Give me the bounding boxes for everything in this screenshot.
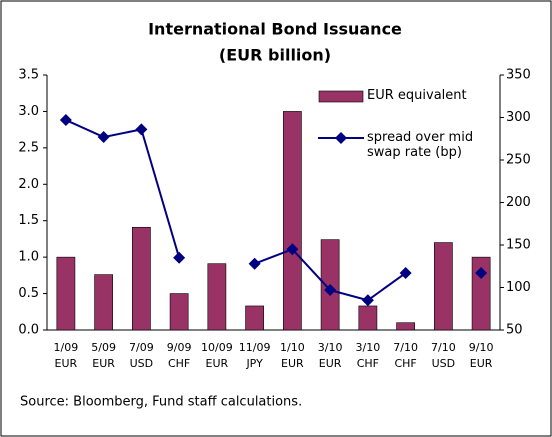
marker xyxy=(135,123,148,136)
bar xyxy=(56,256,76,331)
x-tick-label: USD xyxy=(130,357,154,370)
bar xyxy=(396,322,415,331)
x-tick-label: CHF xyxy=(394,357,416,370)
y2-tick-label: 300 xyxy=(506,110,531,125)
x-tick-label: EUR xyxy=(92,357,115,370)
chart-title: International Bond Issuance xyxy=(148,20,402,39)
x-tick-label: EUR xyxy=(206,357,229,370)
x-tick-label: 7/09 xyxy=(129,341,154,354)
marker xyxy=(173,251,186,264)
y-tick-label: 3.5 xyxy=(18,68,39,83)
source-note: Source: Bloomberg, Fund staff calculatio… xyxy=(20,395,302,410)
chart-subtitle: (EUR billion) xyxy=(219,46,331,65)
bar xyxy=(283,111,302,331)
x-tick-label: JPY xyxy=(245,357,263,370)
x-tick-label: 11/09 xyxy=(239,341,271,354)
x-tick-label: EUR xyxy=(470,357,493,370)
x-tick-label: 1/09 xyxy=(54,341,79,354)
x-tick-label: USD xyxy=(432,357,456,370)
legend-label: spread over mid swap rate (bp) xyxy=(367,130,474,160)
legend-swatch-bar xyxy=(318,90,364,103)
x-tick-label: 7/10 xyxy=(431,341,456,354)
marker xyxy=(324,284,337,297)
legend-swatch xyxy=(318,90,364,103)
y2-tick-label: 50 xyxy=(506,323,523,338)
legend-item: spread over mid swap rate (bp) xyxy=(318,130,503,160)
y2-tick-label: 250 xyxy=(506,153,531,168)
marker xyxy=(97,131,110,144)
bar xyxy=(207,263,227,331)
y2-tick-label: 150 xyxy=(506,238,531,253)
marker xyxy=(399,267,412,280)
bar xyxy=(132,226,151,331)
bar xyxy=(434,242,453,331)
y2-tick-label: 100 xyxy=(506,280,531,295)
x-tick-label: 3/10 xyxy=(356,341,381,354)
x-tick-label: 3/10 xyxy=(318,341,343,354)
bar xyxy=(94,274,113,331)
bar xyxy=(169,293,189,331)
x-tick-label: EUR xyxy=(281,357,304,370)
x-tick-label: 5/09 xyxy=(91,341,116,354)
x-tick-label: 7/10 xyxy=(393,341,418,354)
y-tick-label: 0.0 xyxy=(18,323,39,338)
y-tick-label: 1.0 xyxy=(18,250,39,265)
x-tick-label: CHF xyxy=(168,357,190,370)
y-tick-label: 1.5 xyxy=(18,213,39,228)
y2-tick-label: 350 xyxy=(506,68,531,83)
y-tick-label: 2.5 xyxy=(18,140,39,155)
bar xyxy=(245,305,264,331)
x-tick-label: 9/10 xyxy=(469,341,494,354)
x-tick-label: 1/10 xyxy=(280,341,305,354)
y2-tick-label: 200 xyxy=(506,195,531,210)
x-tick-label: 10/09 xyxy=(201,341,233,354)
marker xyxy=(475,267,488,280)
x-tick-label: 9/09 xyxy=(167,341,192,354)
legend-label: EUR equivalent xyxy=(367,88,467,103)
legend-item: EUR equivalent xyxy=(318,88,503,104)
y-tick-label: 3.0 xyxy=(18,104,39,119)
legend-swatch xyxy=(318,132,364,144)
x-tick-label: EUR xyxy=(319,357,342,370)
y-tick-label: 0.5 xyxy=(18,286,39,301)
marker xyxy=(59,114,72,127)
bar xyxy=(358,305,378,331)
x-tick-label: CHF xyxy=(357,357,379,370)
y-tick-label: 2.0 xyxy=(18,177,39,192)
bar xyxy=(471,256,491,331)
marker xyxy=(361,294,374,307)
legend-swatch-marker xyxy=(335,132,347,144)
marker xyxy=(286,243,299,256)
x-tick-label: EUR xyxy=(55,357,78,370)
legend: EUR equivalent spread over mid swap rate … xyxy=(318,88,503,186)
marker xyxy=(248,257,261,270)
